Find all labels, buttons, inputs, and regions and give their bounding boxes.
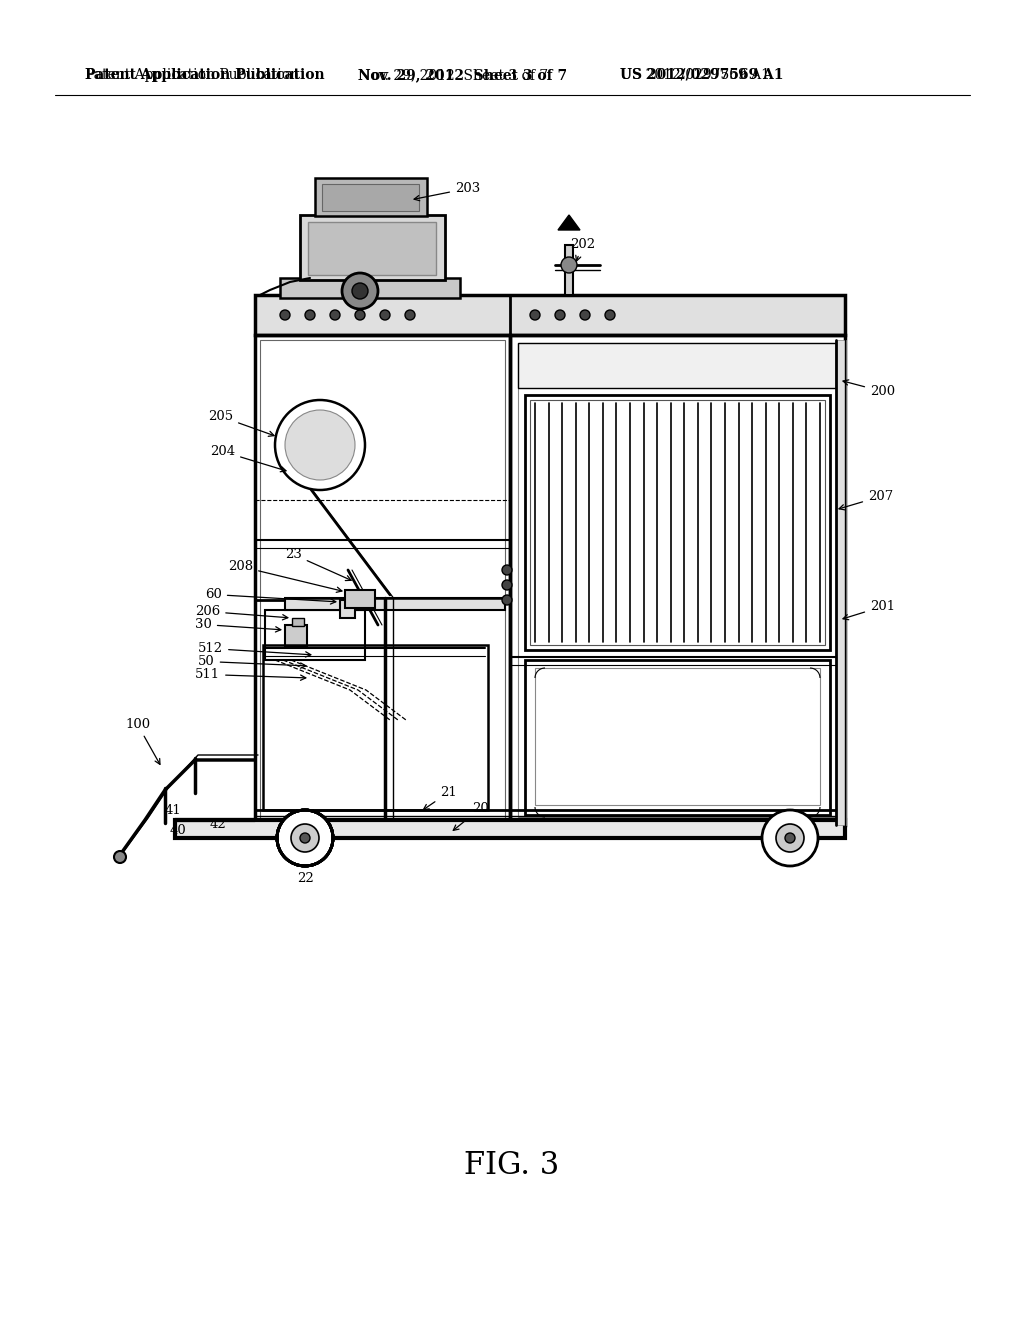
Circle shape [785,833,795,843]
Circle shape [280,310,290,319]
Bar [292,618,304,626]
Circle shape [502,595,512,605]
Circle shape [352,282,368,300]
Bar [285,624,307,647]
Text: FIG. 3: FIG. 3 [464,1150,560,1180]
Bar [518,343,836,388]
Text: 22: 22 [297,871,313,884]
Bar [285,598,505,610]
Text: 511: 511 [195,668,306,681]
Text: US 2012/0297569 A1: US 2012/0297569 A1 [620,69,770,82]
Bar [340,601,355,618]
Bar [315,178,427,216]
Bar [260,341,505,820]
Circle shape [300,833,310,843]
Bar [255,294,845,335]
Circle shape [330,310,340,319]
Bar [322,183,419,211]
Bar [510,335,845,825]
Text: Patent Application Publication: Patent Application Publication [85,69,325,82]
Bar [175,820,845,838]
Circle shape [580,310,590,319]
Text: 204: 204 [210,445,286,471]
Circle shape [305,310,315,319]
Bar [525,660,830,814]
Circle shape [555,310,565,319]
Text: 200: 200 [843,380,895,399]
Text: 207: 207 [839,490,893,510]
Circle shape [502,565,512,576]
Circle shape [275,400,365,490]
Text: 208: 208 [228,560,342,593]
Polygon shape [558,215,580,230]
Text: 50: 50 [198,655,306,668]
Bar [300,215,445,280]
Text: 42: 42 [210,818,226,832]
Text: Patent Application Publication: Patent Application Publication [85,69,299,82]
Bar [530,400,825,645]
Bar [308,222,436,275]
Bar [836,341,846,825]
Circle shape [776,824,804,851]
Bar [518,343,836,817]
Bar [525,395,830,649]
Circle shape [530,310,540,319]
Text: 30: 30 [195,618,281,632]
Bar [345,590,375,609]
Text: 512: 512 [198,642,311,657]
Text: 60: 60 [205,587,336,605]
Circle shape [561,257,577,273]
Circle shape [285,411,355,480]
Circle shape [278,810,333,866]
Circle shape [380,310,390,319]
Text: 202: 202 [570,238,595,261]
Bar [265,610,365,660]
Text: 201: 201 [843,601,895,619]
Circle shape [406,310,415,319]
Bar [255,335,510,825]
Bar [255,601,510,830]
Bar [263,645,488,810]
Circle shape [114,851,126,863]
Bar [565,246,573,294]
Text: 20: 20 [454,803,488,830]
Text: 206: 206 [195,605,288,620]
Circle shape [342,273,378,309]
Bar [280,279,460,298]
Circle shape [355,310,365,319]
Bar [535,668,820,805]
Text: 23: 23 [285,548,351,581]
Text: 40: 40 [170,824,186,837]
Text: 205: 205 [208,411,274,437]
Text: 203: 203 [414,182,480,201]
Circle shape [605,310,615,319]
Circle shape [291,824,319,851]
Text: US 2012/0297569 A1: US 2012/0297569 A1 [620,69,783,82]
Text: Nov. 29, 2012  Sheet 3 of 7: Nov. 29, 2012 Sheet 3 of 7 [358,69,548,82]
Text: 100: 100 [125,718,160,764]
Text: 41: 41 [165,804,181,817]
Circle shape [762,810,818,866]
Text: Nov. 29, 2012  Sheet 3 of 7: Nov. 29, 2012 Sheet 3 of 7 [358,69,567,82]
Circle shape [502,579,512,590]
Text: 21: 21 [424,785,457,809]
